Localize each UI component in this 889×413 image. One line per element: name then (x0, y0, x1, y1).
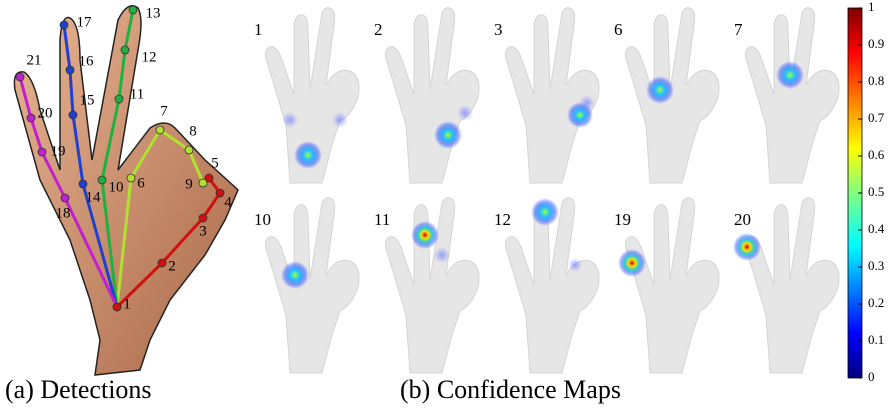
confidence-map: 19 (614, 197, 720, 374)
hand-silhouette (264, 197, 360, 374)
keypoint (120, 45, 130, 55)
keypoint-label: 14 (86, 189, 102, 205)
confidence-map: 20 (733, 197, 840, 374)
keypoint (126, 173, 136, 183)
keypoint-label: 16 (79, 53, 95, 69)
colorbar-tick-label: 0.9 (868, 36, 884, 51)
hand-silhouette (744, 7, 840, 184)
keypoint (128, 5, 138, 15)
heat-blob (646, 76, 674, 104)
hand-silhouette (744, 197, 840, 374)
panel-label: 12 (494, 210, 511, 229)
keypoint (60, 193, 70, 203)
confidence-map: 2 (374, 7, 480, 184)
heat-blob (733, 233, 761, 261)
keypoint (59, 20, 69, 30)
keypoint-label: 21 (27, 52, 42, 68)
confidence-map: 11 (374, 197, 480, 374)
colorbar-tick-label: 0.8 (868, 73, 884, 88)
confidence-map: 12 (494, 197, 600, 374)
keypoint (114, 94, 124, 104)
confidence-map: 10 (254, 197, 360, 374)
keypoint-label: 1 (123, 296, 131, 312)
confidence-map: 6 (614, 7, 720, 184)
panel-label: 20 (734, 210, 751, 229)
heat-blob (776, 61, 804, 89)
keypoint (204, 173, 214, 183)
colorbar-tick-label: 0.7 (868, 110, 885, 125)
heat-blob (332, 112, 348, 128)
keypoint (15, 72, 25, 82)
keypoint (37, 147, 47, 157)
heat-blob (531, 198, 559, 226)
keypoint-label: 3 (199, 223, 207, 239)
hand-silhouette (384, 7, 480, 184)
panel-label: 7 (734, 20, 743, 39)
heat-blob (434, 247, 450, 263)
heat-blob (579, 95, 595, 111)
keypoint (198, 213, 208, 223)
keypoint-label: 19 (51, 143, 66, 159)
keypoint-label: 9 (185, 176, 193, 192)
keypoint (215, 188, 225, 198)
keypoint (198, 178, 208, 188)
colorbar-tick-label: 0.4 (868, 221, 885, 236)
colorbar-tick-label: 0.5 (868, 184, 884, 199)
keypoint (155, 125, 165, 135)
colorbar-tick-label: 0.2 (868, 295, 884, 310)
keypoint (26, 113, 36, 123)
keypoint (112, 302, 122, 312)
keypoint-label: 6 (137, 175, 145, 191)
colorbar-tick-label: 0.3 (868, 258, 884, 273)
keypoint-label: 15 (80, 92, 95, 108)
keypoint-label: 5 (211, 155, 219, 171)
heat-blob (434, 121, 462, 149)
panel-label: 19 (614, 210, 631, 229)
confidence-map: 3 (494, 7, 600, 184)
keypoint-label: 10 (109, 179, 124, 195)
colorbar-tick-label: 0.1 (868, 332, 884, 347)
confidence-map: 1 (254, 7, 360, 184)
heat-blob (411, 221, 439, 249)
heat-blob (294, 141, 322, 169)
panel-label: 10 (254, 210, 271, 229)
colorbar-tick-label: 0.6 (868, 147, 885, 162)
keypoint-label: 20 (38, 105, 53, 121)
colorbar-tick-label: 1 (868, 0, 875, 14)
caption: (b) Confidence Maps (400, 375, 621, 404)
panel-label: 6 (614, 20, 623, 39)
keypoint (184, 145, 194, 155)
caption: (a) Detections (5, 375, 152, 404)
keypoint (65, 65, 75, 75)
hand (13, 5, 239, 376)
heat-blob (457, 105, 473, 121)
panel-label: 1 (254, 20, 263, 39)
heat-blob (568, 258, 582, 272)
keypoint-label: 11 (130, 86, 144, 102)
keypoint (78, 179, 88, 189)
panel-label: 3 (494, 20, 503, 39)
keypoint-label: 8 (189, 123, 197, 139)
panel-label: 11 (374, 210, 390, 229)
keypoint-label: 13 (146, 5, 161, 21)
keypoint-label: 17 (77, 14, 93, 30)
heat-blob (281, 261, 309, 289)
heat-blob (282, 112, 298, 128)
keypoint-label: 12 (142, 49, 157, 65)
heat-blob (618, 249, 646, 277)
keypoint-label: 18 (56, 205, 71, 221)
confidence-map: 7 (734, 7, 840, 184)
keypoint-label: 4 (224, 194, 232, 210)
keypoint (97, 175, 107, 185)
keypoint (68, 110, 78, 120)
colorbar-tick-label: 0 (868, 369, 875, 384)
keypoint-label: 7 (160, 103, 168, 119)
keypoint (157, 258, 167, 268)
panel-label: 2 (374, 20, 383, 39)
hand-silhouette (624, 197, 720, 374)
keypoint-label: 2 (168, 258, 176, 274)
